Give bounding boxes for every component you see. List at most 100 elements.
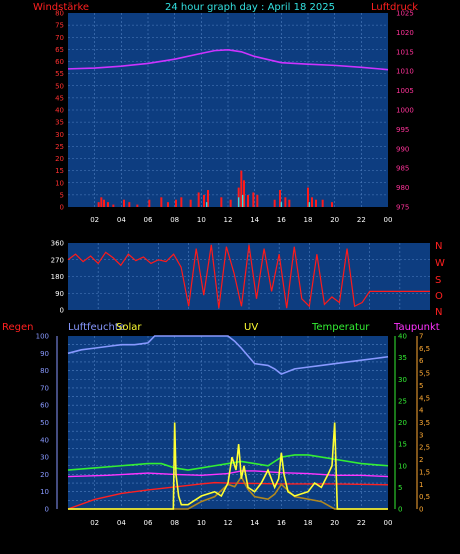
uv-line (68, 475, 388, 510)
direction-y-tick: 270 (51, 256, 64, 264)
humidity-y-tick: 20 (40, 471, 49, 479)
pressure-y-tick: 1000 (396, 107, 414, 115)
pressure-y-tick: 1020 (396, 29, 414, 37)
regen-label: Regen (2, 322, 34, 333)
wind-x-tick: 14 (250, 216, 259, 224)
humidity-y-tick: 60 (40, 402, 49, 410)
wind-bar (100, 197, 103, 207)
uv-y-tick: 5,5 (419, 370, 430, 378)
luftfeuchte-label: Luftfeuchte (68, 322, 125, 333)
direction-y-tick: 90 (55, 290, 64, 298)
humidity-y-tick: 40 (40, 436, 49, 444)
wind-y-tick: 55 (55, 70, 64, 78)
gust-bar (241, 194, 244, 207)
pressure-y-tick: 980 (396, 184, 409, 192)
temperature-y-tick: 10 (398, 462, 407, 470)
wind-bar (97, 202, 100, 207)
wind-bar (167, 202, 169, 207)
direction-y-tick: 360 (51, 240, 64, 248)
uv-y-tick: 3 (419, 431, 423, 439)
solar-line (68, 422, 388, 510)
humidity-y-tick: 10 (40, 488, 49, 496)
humidity-y-tick: 80 (40, 367, 49, 375)
wind-grid (68, 13, 388, 207)
wind-bar (240, 170, 243, 207)
climate-x-tick: 10 (197, 519, 206, 527)
wind-bar (252, 192, 255, 207)
direction-y-tick: 0 (60, 307, 64, 315)
solar-label: Solar (116, 322, 142, 333)
climate-x-tick: 08 (170, 519, 179, 527)
direction-marks (67, 244, 430, 309)
climate-x-tick: 06 (144, 519, 153, 527)
wind-bar (107, 202, 109, 207)
wind-bar (189, 199, 192, 207)
wind-x-tick: 08 (170, 216, 179, 224)
climate-x-tick: 00 (384, 519, 393, 527)
direction-y-tick: 180 (51, 273, 64, 281)
wind-y-tick: 40 (55, 107, 64, 115)
climate-x-tick: 18 (304, 519, 313, 527)
climate-x-tick: 02 (90, 519, 99, 527)
temperature-y-tick: 40 (398, 333, 407, 341)
pressure-y-tick: 1005 (396, 87, 414, 95)
climate-x-tick: 12 (224, 519, 233, 527)
compass-label-n-bottom: N (435, 307, 442, 318)
uv-y-tick: 4 (419, 407, 424, 415)
wind-y-tick: 80 (55, 10, 64, 18)
temperature-y-tick: 15 (398, 441, 407, 449)
wind-bar (321, 199, 324, 207)
temperature-y-tick: 25 (398, 397, 407, 405)
temperature-y-tick: 5 (398, 484, 402, 492)
uv-y-tick: 5 (419, 382, 423, 390)
wind-y-tick: 60 (55, 58, 64, 66)
pressure-y-tick: 990 (396, 145, 409, 153)
uv-y-tick: 0,5 (419, 493, 430, 501)
tick-labels: 0510152025303540455055606570758097598098… (36, 10, 431, 528)
wind-y-tick: 70 (55, 34, 64, 42)
temperature-y-tick: 35 (398, 354, 407, 362)
wind-bar (103, 199, 105, 207)
wind-x-tick: 22 (357, 216, 366, 224)
humidity-y-tick: 70 (40, 384, 49, 392)
compass-label-o: O (435, 291, 443, 302)
wind-y-tick: 20 (55, 155, 64, 163)
uv-y-tick: 2,5 (419, 444, 430, 452)
wind-y-tick: 10 (55, 179, 64, 187)
wind-y-tick: 45 (55, 94, 64, 102)
wind-x-tick: 02 (90, 216, 99, 224)
wind-x-tick: 16 (277, 216, 286, 224)
wind-bar (123, 199, 125, 207)
rain-line (67, 481, 389, 510)
gust-bar (237, 197, 240, 207)
temperature-y-tick: 0 (398, 506, 402, 514)
wind-bar (175, 199, 177, 207)
humidity-y-tick: 90 (40, 350, 49, 358)
luftdruck-label: Luftdruck (371, 2, 418, 13)
wind-bar (136, 204, 139, 207)
wind-bar (307, 187, 309, 207)
wind-x-tick: 04 (117, 216, 126, 224)
pressure-y-tick: 1025 (396, 10, 414, 18)
wind-bar (207, 190, 209, 207)
pressure-y-tick: 1015 (396, 48, 414, 56)
wind-y-tick: 75 (55, 22, 64, 30)
wind-y-tick: 15 (55, 167, 64, 175)
wind-x-tick: 06 (144, 216, 153, 224)
temperature-y-tick: 30 (398, 376, 407, 384)
direction-grid (68, 243, 430, 310)
wind-bar (203, 194, 205, 207)
wind-bar (284, 197, 287, 207)
temperature-line (67, 454, 389, 471)
uv-y-tick: 3,5 (419, 419, 430, 427)
humidity-y-tick: 100 (36, 333, 49, 341)
wind-marks (67, 49, 389, 207)
wind-bar (331, 202, 333, 207)
wind-x-tick: 18 (304, 216, 313, 224)
wind-y-tick: 35 (55, 119, 64, 127)
gust-bar (280, 202, 283, 207)
uv-y-tick: 4,5 (419, 394, 430, 402)
uv-y-tick: 6,5 (419, 345, 430, 353)
taupunkt-label: Taupunkt (393, 322, 440, 333)
